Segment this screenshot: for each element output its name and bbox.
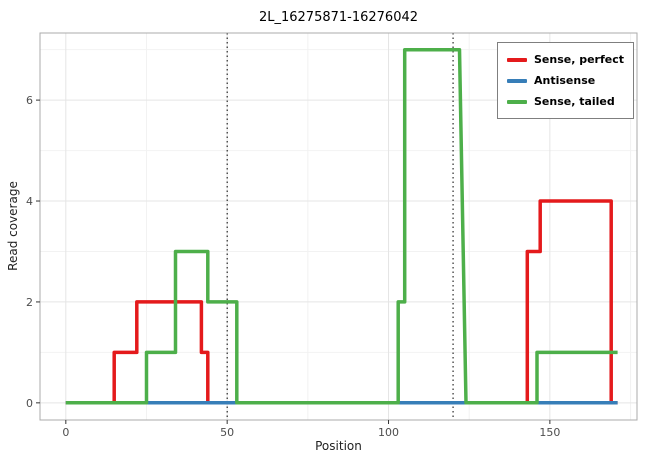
y-tick-label: 2 bbox=[26, 296, 33, 309]
legend-item-sense-perfect: Sense, perfect bbox=[506, 49, 624, 70]
legend-label: Sense, tailed bbox=[533, 95, 615, 108]
x-tick-label: 100 bbox=[378, 426, 399, 439]
x-axis-label: Position bbox=[315, 439, 362, 453]
legend-item-sense-tailed: Sense, tailed bbox=[506, 91, 624, 112]
x-tick-label: 150 bbox=[539, 426, 560, 439]
x-tick-label: 0 bbox=[62, 426, 69, 439]
series-line-sense-perfect bbox=[65, 199, 618, 405]
legend-swatch-sense-perfect bbox=[506, 57, 527, 62]
legend-swatch-antisense bbox=[506, 78, 527, 83]
series-line-sense-tailed bbox=[65, 47, 618, 405]
legend-item-antisense: Antisense bbox=[506, 70, 624, 91]
legend-swatch-sense-tailed bbox=[506, 99, 527, 104]
x-tick-label: 50 bbox=[220, 426, 234, 439]
y-tick-label: 0 bbox=[26, 397, 33, 410]
legend-label: Sense, perfect bbox=[533, 53, 624, 66]
y-axis-label: Read coverage bbox=[6, 181, 20, 271]
axis-ticks: 0 50 100 150 0 2 4 6 bbox=[26, 94, 560, 439]
y-tick-label: 6 bbox=[26, 94, 33, 107]
legend: Sense, perfect Antisense Sense, tailed bbox=[496, 42, 634, 119]
y-tick-label: 4 bbox=[26, 195, 33, 208]
legend-label: Antisense bbox=[533, 74, 596, 87]
chart-title: 2L_16275871-16276042 bbox=[258, 10, 419, 25]
panel-border bbox=[39, 32, 638, 421]
reference-vlines bbox=[226, 33, 454, 420]
